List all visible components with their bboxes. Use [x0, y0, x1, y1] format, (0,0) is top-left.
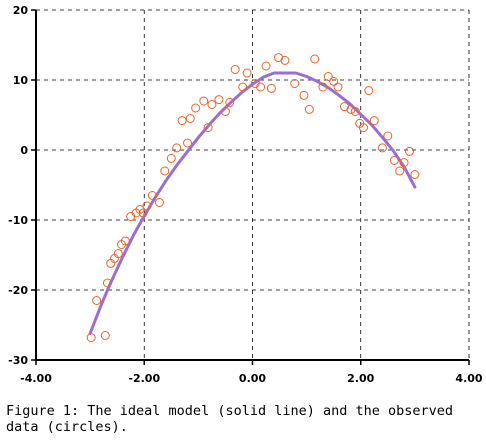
data-point-38: [290, 79, 300, 88]
data-point-6: [113, 249, 123, 259]
scatter-chart-svg: -4.00 -2.00 0.00 2.00 4.00 -30 -20 -10 0 10 20: [8, 4, 483, 385]
data-point-2: [100, 331, 110, 340]
data-point-16: [160, 166, 170, 176]
y-tick-label-4: 10: [13, 74, 29, 87]
data-point-20: [183, 138, 193, 148]
data-point-17: [166, 153, 176, 163]
data-point-39: [299, 90, 309, 100]
data-point-48: [350, 107, 360, 116]
data-point-58: [404, 146, 414, 156]
data-point-28: [225, 97, 235, 107]
data-point-33: [256, 82, 266, 92]
data-point-23: [199, 96, 209, 106]
data-point-35: [266, 83, 276, 93]
data-point-3: [102, 278, 112, 288]
axis-layer: [31, 9, 470, 365]
y-tick-label-1: -20: [8, 284, 28, 297]
data-point-21: [185, 114, 195, 123]
data-point-18: [172, 143, 182, 153]
data-point-31: [242, 68, 252, 78]
x-tick-label-0: -4.00: [20, 372, 52, 385]
y-tick-label-3: 0: [20, 144, 28, 157]
x-tick-label-3: 2.00: [347, 372, 374, 385]
figure-caption: Figure 1: The ideal model (solid line) a…: [6, 403, 454, 435]
x-tick-label-2: 0.00: [239, 372, 266, 385]
point-layer: [86, 53, 420, 343]
data-point-27: [220, 107, 230, 116]
data-point-56: [395, 166, 405, 176]
data-point-53: [377, 143, 387, 153]
chart: -4.00 -2.00 0.00 2.00 4.00 -30 -20 -10 0 10 20: [8, 4, 483, 385]
y-tick-label-2: -10: [8, 214, 28, 227]
y-tick-label-5: 20: [13, 4, 29, 17]
model-line: [88, 71, 417, 335]
data-point-8: [120, 236, 130, 246]
line-layer: [88, 71, 417, 335]
data-point-12: [138, 208, 148, 218]
data-point-14: [147, 191, 157, 200]
data-point-47: [346, 104, 356, 114]
data-point-30: [238, 82, 248, 92]
x-tick-label-1: -2.00: [128, 372, 160, 385]
data-point-50: [358, 123, 368, 133]
y-tick-label-0: -30: [8, 354, 28, 367]
x-tick-label-4: 4.00: [455, 372, 482, 385]
data-point-43: [323, 72, 333, 81]
data-point-26: [214, 95, 224, 105]
data-point-29: [230, 65, 240, 74]
data-point-57: [399, 158, 409, 168]
data-point-34: [261, 61, 271, 71]
data-point-24: [203, 123, 213, 133]
data-point-37: [280, 55, 290, 65]
data-point-19: [177, 116, 187, 126]
data-point-25: [207, 100, 217, 109]
data-point-42: [318, 82, 328, 92]
data-point-55: [389, 156, 399, 165]
data-point-13: [142, 201, 152, 211]
data-point-40: [304, 104, 314, 114]
data-point-44: [329, 76, 339, 86]
data-point-22: [191, 103, 201, 113]
data-point-54: [383, 131, 393, 141]
data-point-41: [310, 54, 320, 64]
data-point-45: [333, 82, 343, 92]
data-point-15: [154, 198, 164, 207]
tick-label-layer: -4.00 -2.00 0.00 2.00 4.00 -30 -20 -10 0 10 20: [8, 4, 483, 385]
data-point-51: [364, 86, 374, 95]
data-point-52: [369, 116, 379, 126]
data-point-59: [410, 170, 420, 179]
data-point-1: [92, 296, 102, 305]
data-point-0: [86, 333, 96, 343]
